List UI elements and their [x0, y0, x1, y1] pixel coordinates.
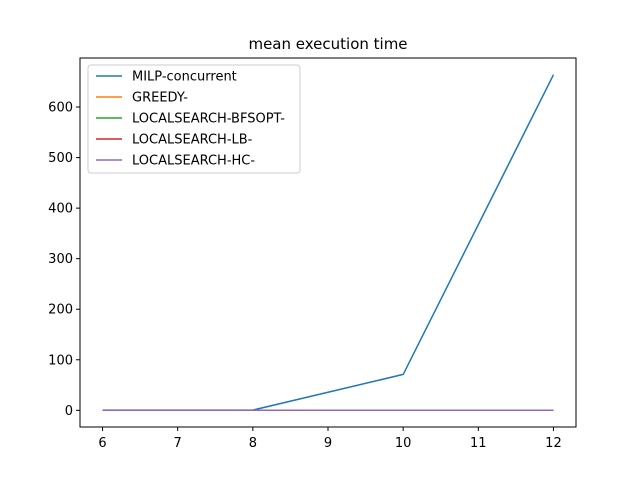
x-tick-label: 10	[395, 436, 412, 451]
legend-label: LOCALSEARCH-HC-	[132, 154, 255, 169]
x-tick-label: 11	[470, 436, 487, 451]
x-tick-label: 12	[545, 436, 562, 451]
x-tick-label: 8	[249, 436, 257, 451]
series-layer	[102, 74, 555, 411]
y-tick-label: 300	[48, 252, 73, 267]
y-tick-label: 400	[48, 202, 73, 217]
legend: MILP-concurrent GREEDY- LOCALSEARCH-BFSOPT…	[87, 64, 301, 174]
legend-label: MILP-concurrent	[132, 70, 237, 85]
legend-label: LOCALSEARCH-LB-	[132, 133, 253, 148]
y-tick-label: 0	[65, 404, 73, 419]
y-axis: 0 100 200 300 400 500 600	[48, 101, 80, 419]
y-tick-label: 600	[48, 101, 73, 116]
legend-label: LOCALSEARCH-BFSOPT-	[132, 112, 285, 127]
legend-label: GREEDY-	[132, 91, 188, 106]
x-tick-label: 6	[98, 436, 106, 451]
y-tick-label: 500	[48, 151, 73, 166]
y-tick-label: 200	[48, 303, 73, 318]
x-tick-label: 9	[324, 436, 332, 451]
x-tick-label: 7	[174, 436, 182, 451]
y-tick-label: 100	[48, 353, 73, 368]
x-axis: 6 7 8 9 10 11 12	[98, 427, 562, 451]
chart-title: mean execution time	[248, 35, 407, 53]
legend-box	[87, 64, 301, 174]
